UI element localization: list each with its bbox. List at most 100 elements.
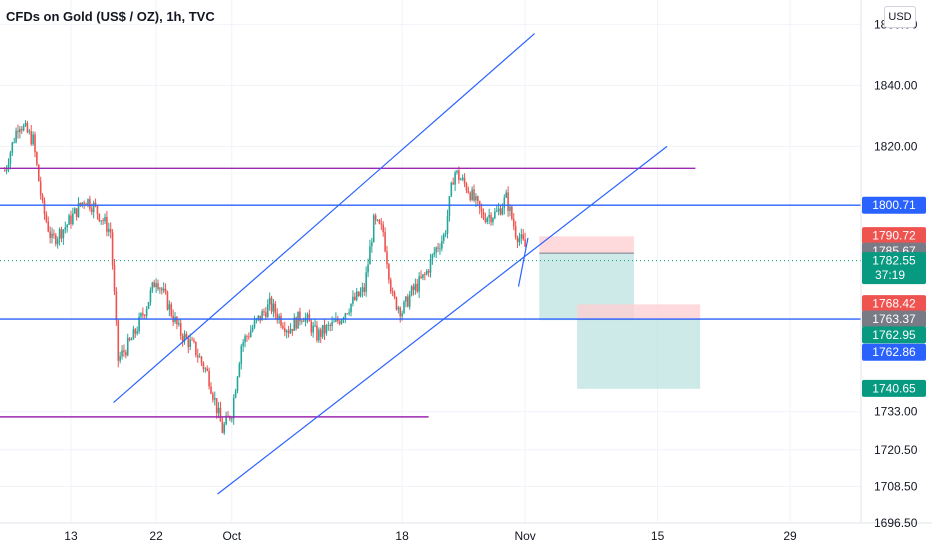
- candle-body: [350, 303, 352, 313]
- candle-body: [72, 213, 74, 225]
- candle-body: [41, 195, 44, 201]
- short-position-2-stop-zone[interactable]: [577, 304, 701, 320]
- candle-body: [62, 229, 65, 239]
- candle-body: [522, 234, 525, 240]
- candle-body: [441, 240, 443, 249]
- channel-lower[interactable]: [217, 145, 668, 495]
- time-axis[interactable]: 13 22 Oct 18 Nov 15 29: [64, 529, 797, 543]
- candle-body: [240, 345, 243, 364]
- candle-body: [261, 311, 263, 321]
- candle-body: [151, 282, 154, 291]
- candle-body: [291, 328, 294, 331]
- time-tick-label: Oct: [222, 529, 241, 543]
- candle-body: [295, 317, 297, 329]
- candle-body: [75, 208, 78, 217]
- chart-title: CFDs on Gold (US$ / OZ), 1h, TVC: [6, 9, 215, 24]
- candle-body: [263, 311, 265, 313]
- candle-body: [433, 252, 436, 255]
- candle-body: [215, 398, 218, 414]
- price-label: 1800.71: [872, 198, 916, 212]
- candle-body: [153, 282, 156, 288]
- candle-body: [170, 304, 173, 316]
- candle-body: [495, 211, 498, 213]
- candle-body: [253, 320, 256, 328]
- candle-body: [314, 325, 316, 327]
- candle-body: [439, 248, 441, 250]
- price-tick-label: 1733.00: [874, 405, 918, 419]
- price-label: 1763.37: [872, 312, 916, 326]
- horizontal-lines[interactable]: [0, 167, 861, 418]
- candle-body: [225, 415, 227, 425]
- candle-body: [162, 288, 165, 291]
- candle-body: [223, 424, 226, 433]
- price-tick-label: 1696.50: [874, 516, 918, 530]
- candle-body: [47, 221, 50, 232]
- countdown-label: 37:19: [875, 268, 905, 282]
- candle-body: [456, 170, 458, 173]
- candle-body: [121, 350, 123, 357]
- short-position-2-target-zone[interactable]: [577, 319, 701, 389]
- candle-body: [45, 214, 48, 222]
- candle-body: [104, 216, 106, 222]
- candle-body: [94, 202, 97, 206]
- candle-body: [454, 172, 456, 185]
- candle-body: [125, 352, 127, 356]
- candle-body: [85, 203, 87, 205]
- candle-body: [374, 215, 377, 221]
- price-label-bg: [862, 343, 926, 361]
- channel-upper[interactable]: [113, 33, 535, 403]
- candle-body: [302, 320, 305, 322]
- candle-body: [378, 219, 381, 224]
- candle-body: [87, 199, 89, 205]
- candle-body: [482, 211, 485, 219]
- breakout-stroke[interactable]: [517, 237, 529, 287]
- candle-body: [408, 295, 411, 307]
- candle-body: [325, 325, 328, 334]
- candle-body: [128, 338, 131, 341]
- candle-body: [181, 335, 184, 342]
- candle-body: [403, 301, 405, 314]
- short-position-1-stop-zone[interactable]: [539, 236, 634, 254]
- candle-body: [488, 214, 490, 218]
- candle-body: [212, 393, 214, 400]
- candle-body: [518, 238, 521, 243]
- candle-body: [155, 283, 157, 288]
- candle-body: [109, 228, 112, 233]
- candle-body: [499, 208, 502, 215]
- candle-body: [246, 336, 248, 338]
- candle-body: [465, 183, 468, 191]
- candle-body: [176, 316, 178, 325]
- candle-body: [134, 329, 137, 334]
- candle-body: [204, 368, 207, 370]
- candle-body: [461, 177, 464, 180]
- candle-body: [401, 313, 403, 317]
- candle-body: [77, 202, 80, 217]
- price-tick-label: 1720.50: [874, 443, 918, 457]
- candle-body: [83, 202, 86, 204]
- candle-body: [53, 233, 55, 236]
- time-tick-label: 13: [64, 529, 78, 543]
- candle-body: [424, 274, 426, 276]
- candle-body: [352, 296, 354, 304]
- candle-body: [318, 329, 320, 341]
- candle-body: [242, 342, 244, 346]
- candle-body: [348, 312, 350, 314]
- price-label: 1740.65: [872, 381, 916, 395]
- candle-body: [221, 421, 224, 433]
- candle-body: [331, 321, 333, 326]
- trend-lines[interactable]: [113, 33, 668, 495]
- candle-body: [55, 235, 57, 245]
- candle-body: [90, 208, 93, 213]
- candle-body: [372, 215, 375, 243]
- currency-button[interactable]: USD: [884, 6, 916, 28]
- candle-body: [306, 314, 309, 318]
- candle-body: [189, 339, 191, 348]
- candle-body: [503, 197, 506, 209]
- candle-body: [494, 211, 496, 219]
- candle-body: [399, 307, 402, 317]
- candle-body: [238, 363, 241, 377]
- candle-body: [160, 288, 163, 291]
- candle-body: [427, 270, 430, 273]
- position-tools[interactable]: [539, 236, 701, 389]
